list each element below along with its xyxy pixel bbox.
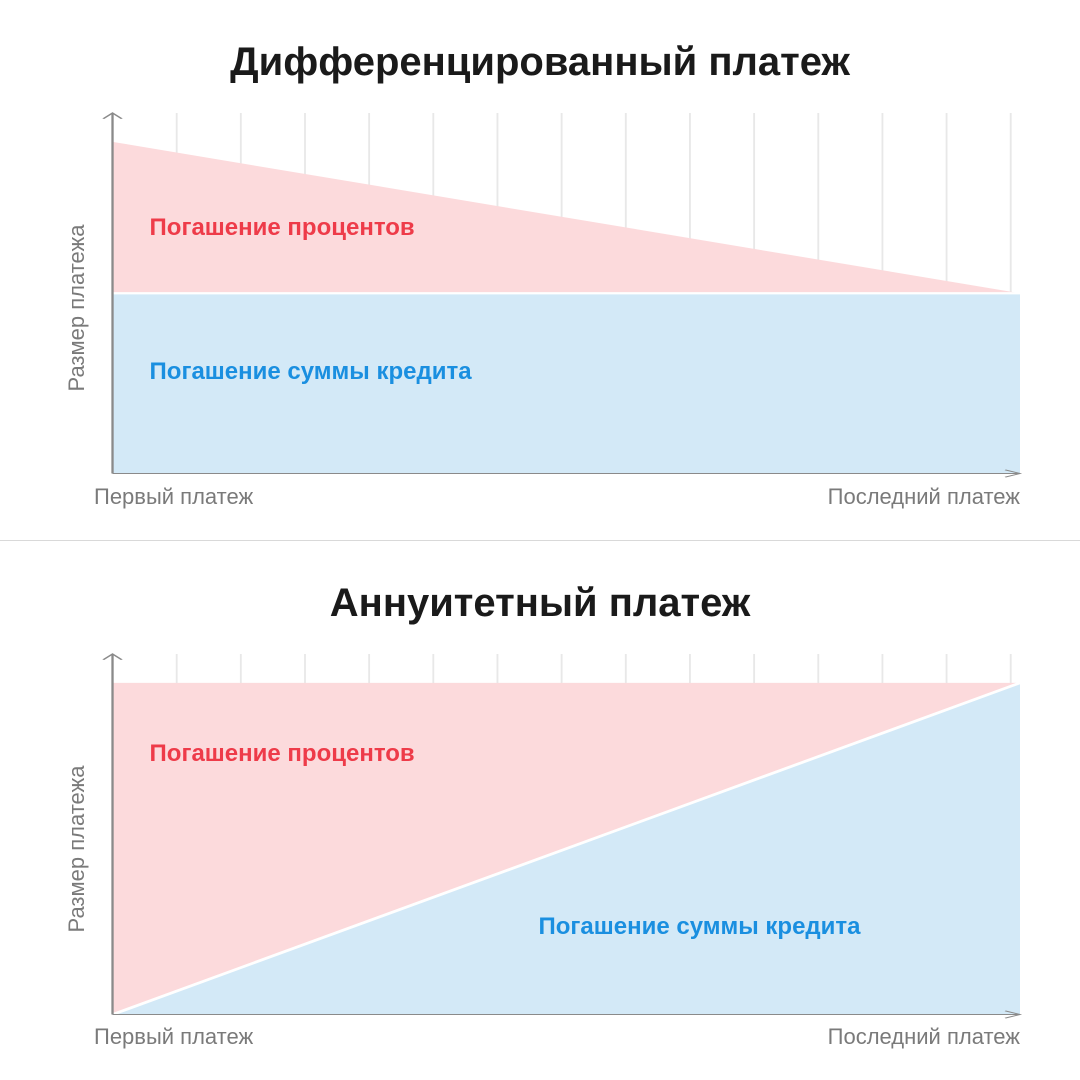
x-label-start-1: Первый платеж (94, 484, 253, 510)
x-label-end-1: Последний платеж (828, 484, 1020, 510)
panel-differentiated: Дифференцированный платеж Размер платежа… (0, 0, 1080, 540)
plot-area-1: Погашение процентов Погашение суммы креди… (94, 113, 1020, 474)
chart-row-1: Размер платежа Погашение процентовПогаше… (60, 113, 1020, 474)
principal-label: Погашение суммы кредита (538, 913, 860, 941)
x-axis-labels-1: Первый платеж Последний платеж (94, 484, 1020, 510)
panel-annuity: Аннуитетный платеж Размер платежа Погаше… (0, 540, 1080, 1080)
x-label-end-2: Последний платеж (828, 1024, 1020, 1050)
chart-svg (94, 654, 1020, 1015)
chart-svg (94, 113, 1020, 474)
plot-area-2: Погашение процентов Погашение суммы креди… (94, 654, 1020, 1015)
chart-wrap-2: Размер платежа Погашение процентовПогаше… (60, 654, 1020, 1051)
x-label-start-2: Первый платеж (94, 1024, 253, 1050)
chart-row-2: Размер платежа Погашение процентовПогаше… (60, 654, 1020, 1015)
y-axis-label-2: Размер платежа (60, 654, 94, 1015)
x-axis-labels-2: Первый платеж Последний платеж (94, 1024, 1020, 1050)
interest-label: Погашение процентов (150, 740, 415, 768)
y-axis-label-1: Размер платежа (60, 113, 94, 474)
chart-title-2: Аннуитетный платеж (60, 581, 1020, 626)
chart-wrap-1: Размер платежа Погашение процентовПогаше… (60, 113, 1020, 510)
principal-label: Погашение суммы кредита (150, 358, 472, 386)
chart-title-1: Дифференцированный платеж (60, 40, 1020, 85)
interest-label: Погашение процентов (150, 214, 415, 242)
